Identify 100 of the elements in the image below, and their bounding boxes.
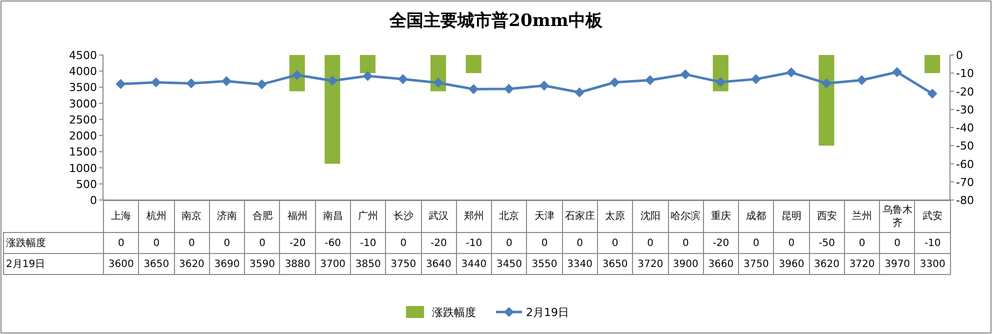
y2-tick-label: -20 (956, 85, 974, 98)
y2-tick-label: -80 (956, 194, 974, 207)
point (892, 67, 902, 78)
data-label: 0 (209, 232, 245, 254)
point (186, 78, 196, 88)
y-tick-label: 3500 (69, 81, 97, 94)
point (680, 69, 690, 80)
data-label: 0 (492, 232, 527, 254)
data-label: 3640 (421, 254, 456, 274)
x-tick-label: 福州 (280, 200, 316, 232)
data-label: 0 (668, 232, 704, 254)
data-label: 3720 (632, 254, 668, 274)
legend-label: 2月19日 (526, 306, 569, 319)
data-label: 3900 (668, 254, 704, 274)
x-tick-label: 沈阳 (632, 200, 668, 232)
legend-label: 涨跌幅度 (432, 306, 476, 319)
point (116, 79, 126, 89)
y-tick-label: 1000 (69, 162, 97, 175)
x-tick-label: 兰州 (844, 200, 880, 232)
data-label: 3970 (880, 254, 915, 274)
y-tick-label: 4500 (69, 49, 97, 62)
data-label: 3600 (104, 254, 139, 274)
point (786, 67, 796, 78)
point (716, 77, 726, 88)
chart-title: 全国主要城市普20mm中板 (388, 10, 604, 31)
x-tick-label: 太原 (597, 200, 633, 232)
point (222, 76, 232, 86)
y-tick-label: 4000 (69, 65, 97, 78)
y-tick-label: 3000 (69, 97, 97, 110)
data-label: -10 (914, 232, 950, 254)
data-label: 3880 (280, 254, 316, 274)
data-label: 0 (138, 232, 174, 254)
point (468, 84, 479, 94)
data-label: 0 (774, 232, 810, 254)
text: 2月19日 (6, 258, 46, 270)
point (256, 79, 267, 90)
y2-tick-label: -50 (956, 140, 974, 153)
data-label: 3440 (456, 254, 492, 274)
point (645, 75, 656, 86)
x-tick-label: 长沙 (386, 200, 422, 232)
data-label: -20 (703, 232, 739, 254)
data-label: -20 (280, 232, 316, 254)
data-label: 3340 (562, 254, 598, 274)
data-label: 3660 (703, 254, 739, 274)
x-tick-label: 乌鲁木齐 (880, 200, 915, 232)
y2-tick-label: -70 (956, 176, 974, 189)
data-label: 3450 (492, 254, 527, 274)
y2-tick-label: -10 (956, 67, 974, 80)
x-tick-label: 昆明 (774, 200, 810, 232)
x-tick-label: 重庆 (703, 200, 739, 232)
data-label: 3590 (244, 254, 280, 274)
x-tick-label: 天津 (526, 200, 562, 232)
point (327, 76, 338, 86)
data-label: 3720 (844, 254, 880, 274)
x-tick-label: 成都 (738, 200, 774, 232)
point (398, 74, 408, 84)
y-tick-label: 2500 (69, 113, 97, 126)
x-tick-label: 石家庄 (562, 200, 598, 232)
point (150, 77, 161, 88)
point (433, 78, 444, 88)
point (610, 77, 620, 88)
x-tick-label: 济南 (209, 200, 245, 232)
data-label: 3960 (774, 254, 810, 274)
data-label: -60 (315, 232, 350, 254)
data-label: 3620 (809, 254, 844, 274)
y-tick-label: 0 (90, 194, 97, 207)
x-tick-label: 北京 (492, 200, 527, 232)
data-label: 3690 (209, 254, 245, 274)
data-label: 3700 (315, 254, 350, 274)
point (927, 88, 938, 99)
data-label: 0 (244, 232, 280, 254)
data-label: -20 (421, 232, 456, 254)
point (821, 78, 832, 88)
y2-tick-label: -60 (956, 158, 974, 171)
x-tick-label: 武安 (914, 200, 950, 232)
point (504, 84, 514, 94)
y2-tick-label: -40 (956, 122, 974, 134)
x-tick-label: 武汉 (421, 200, 456, 232)
x-tick-label: 广州 (350, 200, 386, 232)
data-label: 3650 (597, 254, 633, 274)
data-label: 0 (174, 232, 210, 254)
y2-tick-label: -30 (956, 103, 974, 116)
y-tick-label: 500 (76, 178, 97, 191)
point (574, 87, 584, 98)
data-label: -10 (456, 232, 492, 254)
point (750, 74, 761, 84)
data-label: 3750 (386, 254, 422, 274)
data-label: 3850 (350, 254, 386, 274)
x-tick-label: 哈尔滨 (668, 200, 704, 232)
text: 涨跌幅度 (6, 238, 46, 248)
data-label: 0 (104, 232, 139, 254)
data-label: 0 (562, 232, 598, 254)
data-label: 3300 (914, 254, 950, 274)
data-label: 0 (526, 232, 562, 254)
y-tick-label: 1500 (69, 146, 97, 159)
x-tick-label: 杭州 (138, 200, 174, 232)
data-label: 0 (738, 232, 774, 254)
data-label: 0 (597, 232, 633, 254)
data-label: -10 (350, 232, 386, 254)
data-label: 3620 (174, 254, 210, 274)
